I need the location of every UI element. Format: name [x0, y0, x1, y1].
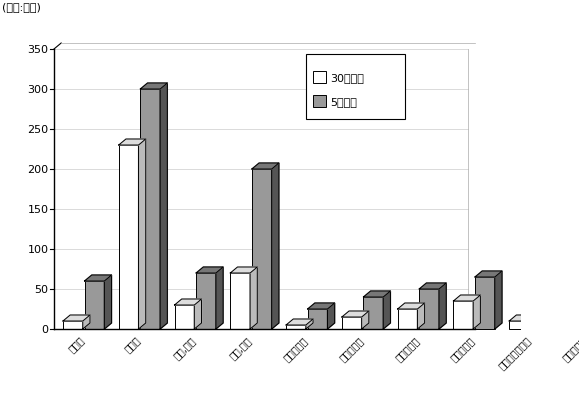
Polygon shape — [104, 275, 112, 329]
Polygon shape — [83, 315, 90, 329]
Polygon shape — [230, 267, 257, 273]
Text: 建設業: 建設業 — [67, 334, 86, 354]
FancyBboxPatch shape — [398, 309, 417, 329]
Polygon shape — [362, 311, 369, 329]
Text: 学術研究等: 学術研究等 — [338, 334, 365, 362]
Text: 製造業: 製造業 — [123, 334, 142, 354]
FancyBboxPatch shape — [307, 309, 328, 329]
Text: 300: 300 — [28, 85, 49, 95]
FancyBboxPatch shape — [63, 321, 83, 329]
Text: 150: 150 — [28, 204, 49, 214]
Text: 0: 0 — [42, 324, 49, 334]
Polygon shape — [398, 303, 424, 309]
FancyBboxPatch shape — [531, 257, 551, 329]
FancyBboxPatch shape — [342, 317, 362, 329]
Text: サービス業: サービス業 — [560, 334, 579, 362]
Polygon shape — [138, 139, 146, 329]
Polygon shape — [252, 164, 279, 170]
Text: 350: 350 — [28, 45, 49, 55]
Polygon shape — [272, 164, 279, 329]
Polygon shape — [364, 291, 390, 297]
Polygon shape — [342, 311, 369, 317]
Polygon shape — [439, 283, 446, 329]
Polygon shape — [174, 299, 201, 305]
Polygon shape — [195, 299, 201, 329]
FancyBboxPatch shape — [364, 297, 383, 329]
Text: 飲食・宿泊: 飲食・宿泊 — [393, 334, 421, 362]
Polygon shape — [565, 315, 579, 321]
Polygon shape — [140, 84, 167, 90]
Text: 5人以上: 5人以上 — [330, 97, 357, 107]
Polygon shape — [250, 267, 257, 329]
Polygon shape — [63, 315, 90, 321]
Polygon shape — [531, 252, 558, 257]
Text: 30人以上: 30人以上 — [330, 73, 364, 83]
FancyBboxPatch shape — [306, 55, 405, 120]
FancyBboxPatch shape — [252, 170, 272, 329]
Polygon shape — [453, 295, 481, 301]
FancyBboxPatch shape — [509, 321, 529, 329]
Text: 50: 50 — [35, 284, 49, 294]
Polygon shape — [307, 303, 335, 309]
Polygon shape — [419, 283, 446, 289]
Polygon shape — [383, 291, 390, 329]
Text: (単位:千人): (単位:千人) — [2, 2, 41, 12]
Polygon shape — [529, 315, 536, 329]
Text: 250: 250 — [27, 125, 49, 135]
Polygon shape — [473, 295, 481, 329]
Polygon shape — [417, 303, 424, 329]
Text: 運輸,郵便: 運輸,郵便 — [172, 334, 198, 360]
Polygon shape — [286, 319, 313, 325]
Polygon shape — [328, 303, 335, 329]
Polygon shape — [216, 267, 223, 329]
Text: 100: 100 — [28, 245, 49, 254]
FancyBboxPatch shape — [119, 146, 138, 329]
FancyBboxPatch shape — [475, 277, 495, 329]
Polygon shape — [509, 315, 536, 321]
FancyBboxPatch shape — [313, 96, 325, 108]
Text: 金融・保険: 金融・保険 — [281, 334, 309, 362]
FancyBboxPatch shape — [174, 305, 195, 329]
Text: 教育・学習支援: 教育・学習支援 — [496, 334, 533, 370]
FancyBboxPatch shape — [286, 325, 306, 329]
Text: 医療・福祉: 医療・福祉 — [449, 334, 477, 362]
Polygon shape — [85, 275, 112, 281]
Polygon shape — [119, 139, 146, 146]
FancyBboxPatch shape — [313, 72, 325, 84]
Polygon shape — [475, 271, 502, 277]
Polygon shape — [495, 271, 502, 329]
Polygon shape — [551, 252, 558, 329]
FancyBboxPatch shape — [453, 301, 473, 329]
FancyBboxPatch shape — [565, 321, 579, 329]
Polygon shape — [160, 84, 167, 329]
FancyBboxPatch shape — [85, 281, 104, 329]
Polygon shape — [196, 267, 223, 273]
FancyBboxPatch shape — [419, 289, 439, 329]
Polygon shape — [306, 319, 313, 329]
FancyBboxPatch shape — [230, 273, 250, 329]
Text: 卸売,小売: 卸売,小売 — [228, 334, 254, 360]
FancyBboxPatch shape — [140, 90, 160, 329]
Text: 200: 200 — [27, 164, 49, 175]
FancyBboxPatch shape — [196, 273, 216, 329]
